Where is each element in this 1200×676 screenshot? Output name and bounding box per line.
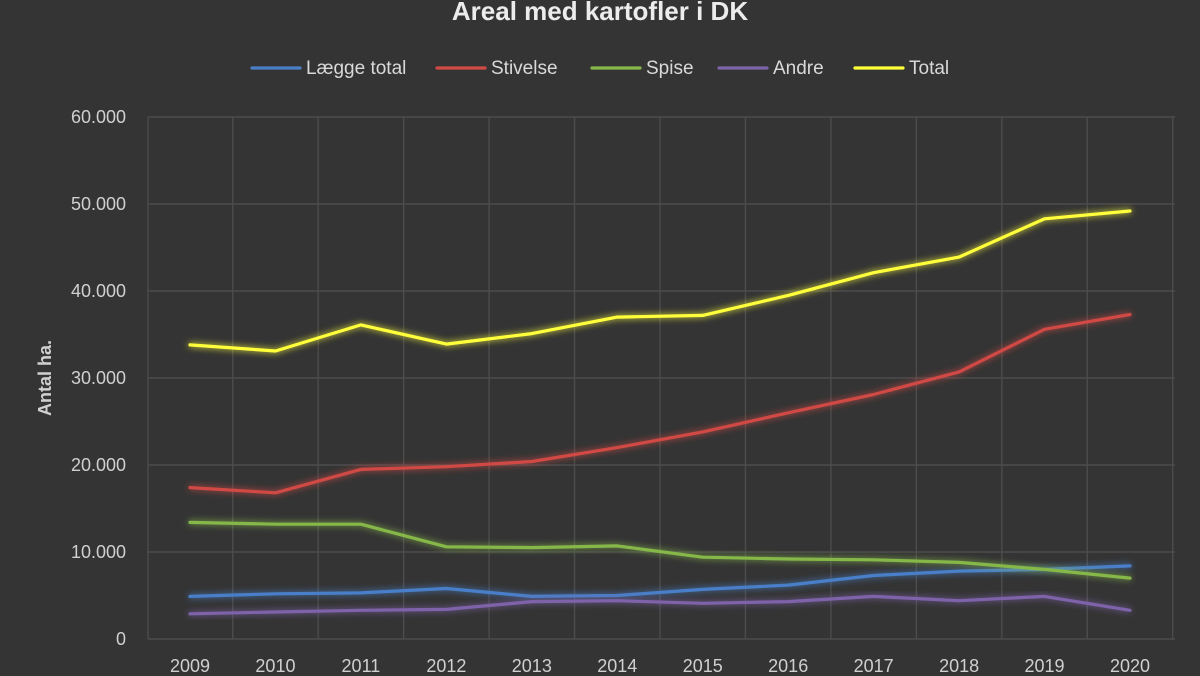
x-tick-label: 2009 xyxy=(170,656,210,676)
x-tick-label: 2012 xyxy=(426,656,466,676)
y-tick-label: 60.000 xyxy=(71,107,126,127)
y-tick-label: 30.000 xyxy=(71,368,126,388)
series-line-0 xyxy=(188,564,1132,599)
x-tick-label: 2011 xyxy=(342,656,381,676)
y-tick-label: 20.000 xyxy=(71,455,126,475)
x-tick-label: 2019 xyxy=(1025,656,1065,676)
x-tick-label: 2010 xyxy=(255,656,295,676)
chart-title: Areal med kartofler i DK xyxy=(452,0,748,26)
series-line-2 xyxy=(188,520,1132,580)
x-tick-label: 2015 xyxy=(683,656,723,676)
series-line-3 xyxy=(188,594,1132,616)
y-axis-ticks: 0 10.000 20.000 30.000 40.000 50.000 60.000 xyxy=(71,107,126,649)
y-tick-label: 10.000 xyxy=(71,542,126,562)
x-tick-label: 2013 xyxy=(512,656,552,676)
x-axis-ticks: 2009 2010 2011 2012 2013 2014 2015 2016 2017 2018… xyxy=(170,656,1150,676)
series-lines xyxy=(188,209,1132,616)
x-tick-label: 2017 xyxy=(854,656,894,676)
series-line-1 xyxy=(188,312,1132,495)
legend-label: Andre xyxy=(773,58,824,79)
legend-label: Lægge total xyxy=(306,58,406,79)
x-tick-label: 2018 xyxy=(939,656,979,676)
legend-label: Spise xyxy=(646,58,694,79)
y-tick-label: 0 xyxy=(116,629,126,649)
gridlines xyxy=(147,116,1175,640)
legend: Lægge total Stivelse Spise Andre Total xyxy=(250,58,949,79)
y-tick-label: 50.000 xyxy=(71,194,126,214)
y-tick-label: 40.000 xyxy=(71,281,126,301)
series-line-4 xyxy=(188,209,1132,353)
x-tick-label: 2016 xyxy=(768,656,808,676)
x-tick-label: 2014 xyxy=(597,656,637,676)
x-tick-label: 2020 xyxy=(1110,656,1150,676)
legend-label: Total xyxy=(909,58,949,79)
y-axis-label: Antal ha. xyxy=(35,340,55,416)
legend-label: Stivelse xyxy=(491,58,558,79)
